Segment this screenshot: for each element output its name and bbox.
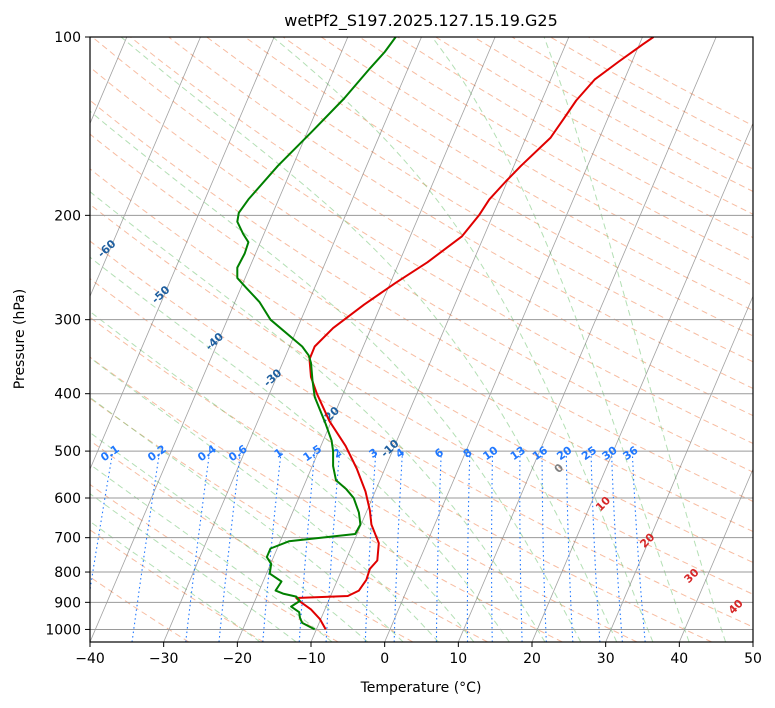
isotherm-line [90, 37, 275, 471]
isotherm-line [310, 37, 570, 642]
y-tick-label: 900 [54, 595, 81, 611]
x-tick-label: −20 [223, 651, 253, 667]
mixing-ratio-line [393, 451, 404, 642]
y-tick-label: 200 [54, 208, 81, 224]
moist-adiabat-line [272, 37, 654, 642]
dry-adiabat-line [282, 37, 753, 312]
mixing-ratio-line [262, 451, 282, 642]
mixing-ratio-line [610, 451, 623, 642]
moist-adiabat-line [90, 310, 475, 642]
dry-adiabat-line [90, 133, 753, 533]
dry-adiabat-line [90, 356, 563, 642]
mixing-ratio-line [325, 451, 341, 642]
isotherm-line [90, 37, 201, 298]
isotherm-line [384, 37, 643, 642]
mixing-ratio-line [541, 451, 547, 642]
moist-adiabat-line [90, 463, 333, 642]
isotherm-line [678, 468, 753, 642]
x-tick-label: 20 [523, 651, 541, 667]
dry-adiabat-line [90, 99, 753, 502]
moist-adiabat-line [543, 37, 727, 642]
mixing-ratio-line [631, 451, 646, 642]
dry-adiabat-line [90, 203, 753, 595]
x-tick-label: 40 [670, 651, 688, 667]
chart-title: wetPf2_S197.2025.127.15.19.G25 [284, 11, 558, 31]
dry-adiabat-line [90, 240, 753, 628]
moist-adiabat-line [431, 37, 690, 642]
mixing-ratio-line [185, 451, 211, 642]
mixing-ratio-line [435, 451, 442, 642]
mixing-ratio-line [466, 451, 471, 642]
mixing-ratio-line [364, 451, 377, 642]
moist-adiabat-line [90, 256, 510, 642]
dry-adiabat-line [90, 529, 264, 642]
mixing-ratio-line [590, 451, 601, 642]
isotherm-line [236, 37, 496, 642]
moist-adiabat-line [120, 37, 618, 642]
plot-frame [89, 36, 754, 643]
background-lines [90, 37, 753, 642]
isotherm-line [605, 295, 753, 642]
y-tick-label: 700 [54, 531, 81, 547]
profile-lines [236, 37, 655, 631]
dry-adiabat-line [130, 37, 753, 417]
mixing-ratio-line [90, 451, 114, 594]
dry-adiabat-line [90, 483, 339, 642]
x-tick-label: 10 [449, 651, 467, 667]
x-tick-label: 0 [380, 651, 389, 667]
x-tick-label: 50 [744, 651, 762, 667]
mixing-ratio-line [565, 451, 574, 642]
x-tick-label: −10 [296, 651, 326, 667]
profile-line [236, 37, 397, 631]
dry-adiabat-line [244, 37, 753, 337]
moist-adiabat-line [90, 520, 261, 642]
y-tick-label: 600 [54, 491, 81, 507]
moist-adiabat-line [90, 396, 404, 642]
isotherm-line [531, 122, 753, 642]
moist-adiabat-line [90, 493, 297, 642]
y-tick-label: 1000 [45, 622, 81, 638]
isotherm-line [457, 37, 717, 642]
mixing-ratio-line [218, 451, 242, 642]
y-tick-label: 100 [54, 30, 81, 46]
x-tick-label: −30 [149, 651, 179, 667]
y-tick-label: 500 [54, 444, 81, 460]
profile-line [295, 37, 655, 630]
mixing-ratio-line [519, 451, 523, 642]
mixing-ratio-line [490, 451, 494, 642]
moist-adiabat-line [90, 356, 439, 642]
y-tick-label: 300 [54, 313, 81, 329]
y-tick-label: 400 [54, 387, 81, 403]
y-axis-title: Pressure (hPa) [12, 289, 28, 389]
dry-adiabat-line [90, 278, 712, 642]
dry-adiabat-line [91, 37, 753, 445]
axes: −40 −30 −20 −10 0 10 20 30 40 50 100 200 300 400 500 60… [45, 30, 762, 667]
x-tick-label: −40 [75, 651, 105, 667]
mixing-ratio-line [131, 451, 161, 642]
moist-adiabat-line [90, 431, 369, 642]
x-axis-title: Temperature (°C) [360, 680, 482, 696]
y-tick-label: 800 [54, 565, 81, 581]
x-tick-label: 30 [597, 651, 615, 667]
dry-adiabat-line [168, 37, 753, 389]
